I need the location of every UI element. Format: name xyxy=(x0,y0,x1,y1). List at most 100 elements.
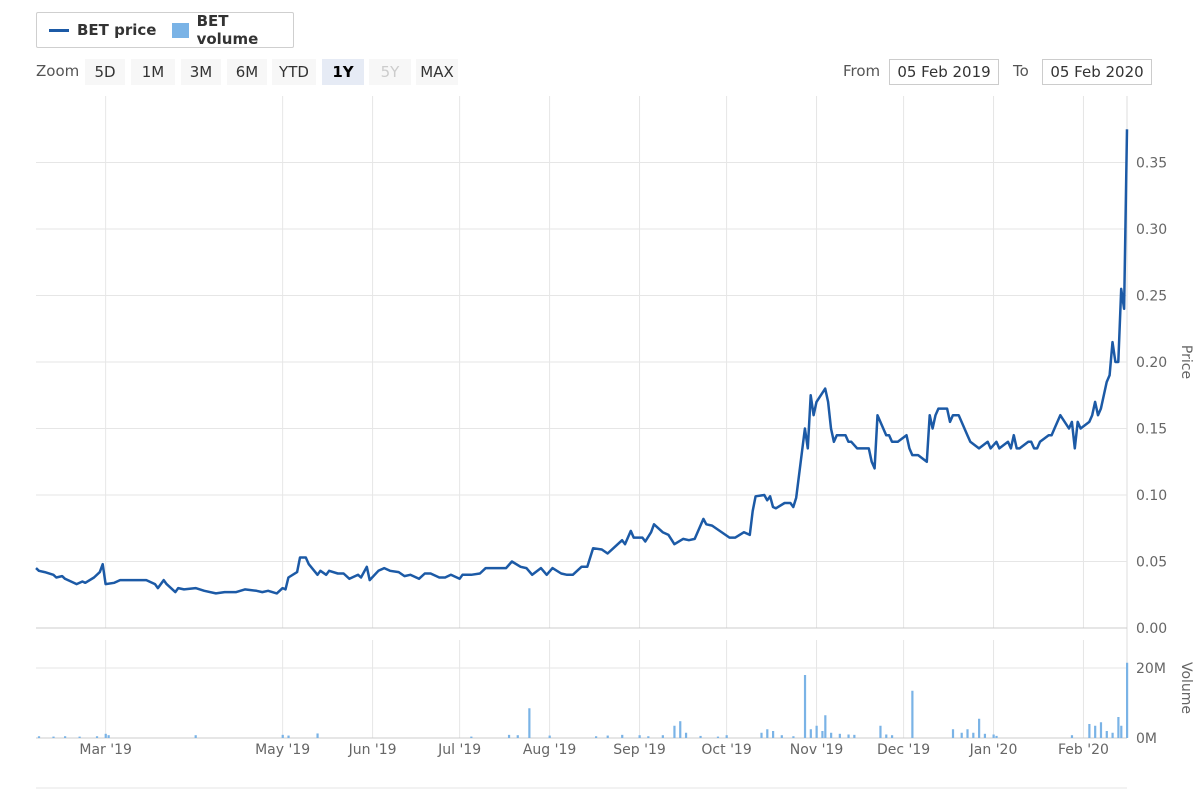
volume-bar xyxy=(673,725,676,738)
from-date-input[interactable]: 05 Feb 2019 xyxy=(889,59,999,85)
legend-item-price[interactable]: BET price xyxy=(49,13,156,47)
volume-bar xyxy=(995,735,998,738)
zoom-button-5y: 5Y xyxy=(369,59,411,85)
volume-bar xyxy=(960,732,963,738)
to-label: To xyxy=(1013,62,1029,80)
volume-bar xyxy=(507,734,511,738)
volume-bar xyxy=(803,675,807,738)
legend-item-volume[interactable]: BET volume xyxy=(172,12,293,48)
zoom-button-1y[interactable]: 1Y xyxy=(322,59,364,85)
volume-bar xyxy=(847,734,850,738)
x-tick-label: Mar '19 xyxy=(79,742,132,758)
x-tick-label: Nov '19 xyxy=(790,742,843,758)
volume-bar xyxy=(699,735,702,738)
volume-bar xyxy=(772,731,775,738)
volume-bar xyxy=(679,721,682,738)
volume-bar xyxy=(1105,731,1108,738)
volume-bar xyxy=(1088,724,1091,738)
volume-bar xyxy=(647,736,650,738)
x-tick-label: Aug '19 xyxy=(523,742,576,758)
chart-legend: BET price BET volume xyxy=(36,12,294,48)
volume-bar xyxy=(766,729,769,738)
volume-bar xyxy=(52,736,55,738)
x-tick-label: Dec '19 xyxy=(877,742,930,758)
volume-bar xyxy=(194,735,197,738)
price-axis-title: Price xyxy=(1178,345,1194,379)
volume-bar xyxy=(606,735,609,738)
volume-bar xyxy=(824,715,827,738)
legend-price-label: BET price xyxy=(77,21,157,39)
volume-bar xyxy=(621,734,624,738)
volume-bar xyxy=(470,736,473,738)
volume-y-tick-label: 20M xyxy=(1136,661,1166,677)
price-y-tick-label: 0.20 xyxy=(1136,355,1167,371)
volume-bar xyxy=(1117,717,1120,738)
price-y-tick-label: 0.15 xyxy=(1136,422,1167,438)
volume-bar xyxy=(809,729,812,738)
volume-bar xyxy=(548,735,551,738)
x-tick-label: May '19 xyxy=(255,742,310,758)
volume-bar xyxy=(830,732,833,738)
zoom-button-max[interactable]: MAX xyxy=(416,59,458,85)
volume-bar xyxy=(107,735,110,738)
volume-bar xyxy=(972,732,975,738)
volume-y-tick-label: 0M xyxy=(1136,731,1157,747)
grid xyxy=(36,96,1128,739)
volume-bars xyxy=(37,662,1129,738)
volume-bar xyxy=(78,736,81,738)
volume-bar xyxy=(638,735,641,738)
volume-bar xyxy=(1120,725,1123,738)
x-tick-labels: Mar '19 May '19 Jun '19 Jul '19 Aug '19 Sep '… xyxy=(79,742,1109,758)
volume-bar xyxy=(1094,725,1097,738)
zoom-button-ytd[interactable]: YTD xyxy=(272,59,316,85)
volume-bar xyxy=(978,718,981,738)
volume-bar xyxy=(37,736,41,738)
volume-bar xyxy=(815,725,818,738)
volume-bar xyxy=(1111,732,1114,738)
volume-bar xyxy=(287,735,290,738)
volume-bar xyxy=(792,736,795,738)
volume-axis-title: Volume xyxy=(1178,662,1194,714)
volume-bar xyxy=(885,734,888,738)
zoom-button-1m[interactable]: 1M xyxy=(131,59,175,85)
volume-bar xyxy=(1099,722,1103,738)
x-tick-label: Oct '19 xyxy=(701,742,751,758)
price-y-tick-label: 0.35 xyxy=(1136,156,1167,172)
from-label: From xyxy=(843,62,881,80)
x-tick-label: Jan '20 xyxy=(969,742,1018,758)
x-tick-label: Feb '20 xyxy=(1058,742,1109,758)
volume-bar xyxy=(684,732,688,738)
volume-bar xyxy=(853,734,856,738)
volume-bar xyxy=(716,736,720,738)
volume-bar xyxy=(595,736,598,738)
volume-bar xyxy=(661,735,664,738)
volume-bar xyxy=(516,735,519,738)
volume-bar xyxy=(760,732,763,738)
volume-bar xyxy=(951,729,955,738)
price-series-line xyxy=(35,129,1129,595)
volume-bar xyxy=(911,690,914,738)
x-tick-label: Jul '19 xyxy=(437,742,481,758)
to-date-input[interactable]: 05 Feb 2020 xyxy=(1042,59,1152,85)
volume-y-tick-labels: 0M 20M xyxy=(1136,661,1166,747)
zoom-label: Zoom xyxy=(36,62,80,80)
volume-bar xyxy=(879,725,882,738)
volume-bar xyxy=(95,736,99,738)
volume-bar xyxy=(780,735,783,738)
price-y-tick-label: 0.30 xyxy=(1136,222,1167,238)
zoom-button-5d[interactable]: 5D xyxy=(85,59,125,85)
volume-bar xyxy=(838,733,841,738)
zoom-button-6m[interactable]: 6M xyxy=(227,59,267,85)
volume-bar xyxy=(890,735,894,738)
zoom-button-3m[interactable]: 3M xyxy=(181,59,221,85)
price-y-tick-label: 0.00 xyxy=(1136,621,1167,637)
x-tick-label: Jun '19 xyxy=(348,742,397,758)
x-tick-label: Sep '19 xyxy=(613,742,666,758)
price-y-tick-label: 0.25 xyxy=(1136,289,1167,305)
volume-bar-swatch xyxy=(172,22,189,38)
volume-bar xyxy=(316,733,319,738)
volume-bar xyxy=(104,733,107,738)
volume-bar xyxy=(821,731,824,738)
volume-bar xyxy=(966,729,969,738)
